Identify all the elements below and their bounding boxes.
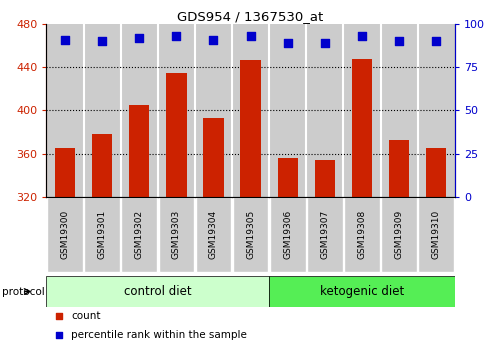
Bar	[417, 24, 454, 197]
Title: GDS954 / 1367530_at: GDS954 / 1367530_at	[177, 10, 323, 23]
FancyBboxPatch shape	[306, 197, 342, 272]
FancyBboxPatch shape	[158, 197, 194, 272]
Point	[172, 33, 180, 39]
FancyBboxPatch shape	[121, 197, 157, 272]
FancyBboxPatch shape	[344, 197, 379, 272]
Text: GSM19306: GSM19306	[283, 210, 292, 259]
Point	[394, 39, 402, 44]
Bar	[268, 24, 305, 197]
FancyBboxPatch shape	[381, 197, 416, 272]
Text: GSM19305: GSM19305	[245, 210, 255, 259]
Bar	[388, 139, 408, 197]
FancyBboxPatch shape	[418, 197, 453, 272]
Bar	[351, 59, 371, 197]
Text: GSM19302: GSM19302	[135, 210, 143, 259]
Point	[320, 40, 328, 46]
Bar	[305, 24, 343, 197]
Bar	[92, 134, 112, 197]
Point	[135, 35, 143, 41]
Text: percentile rank within the sample: percentile rank within the sample	[71, 330, 246, 339]
Text: GSM19304: GSM19304	[208, 210, 218, 259]
Text: protocol: protocol	[2, 287, 45, 296]
Point	[55, 332, 62, 337]
Bar	[277, 158, 297, 197]
Bar	[343, 24, 380, 197]
Point	[209, 37, 217, 42]
Point	[61, 37, 69, 42]
Text: ketogenic diet: ketogenic diet	[319, 285, 403, 298]
Point	[357, 33, 365, 39]
Point	[431, 39, 439, 44]
Text: GSM19308: GSM19308	[357, 210, 366, 259]
Bar	[195, 24, 232, 197]
Bar	[46, 24, 83, 197]
FancyBboxPatch shape	[269, 197, 305, 272]
Bar	[83, 24, 121, 197]
Text: count: count	[71, 311, 100, 321]
Bar	[55, 148, 75, 197]
Text: control diet: control diet	[124, 285, 191, 298]
Text: GSM19310: GSM19310	[431, 210, 440, 259]
Bar	[129, 105, 149, 197]
Bar	[166, 73, 186, 197]
Bar	[121, 24, 158, 197]
FancyBboxPatch shape	[47, 197, 82, 272]
Bar	[268, 276, 454, 307]
FancyBboxPatch shape	[84, 197, 120, 272]
Bar	[203, 118, 223, 197]
Text: GSM19303: GSM19303	[171, 210, 181, 259]
Point	[283, 40, 291, 46]
Point	[98, 39, 106, 44]
Bar	[380, 24, 417, 197]
FancyBboxPatch shape	[232, 197, 268, 272]
Text: GSM19301: GSM19301	[98, 210, 106, 259]
Bar	[46, 276, 268, 307]
Text: GSM19300: GSM19300	[61, 210, 69, 259]
Bar	[314, 160, 334, 197]
FancyBboxPatch shape	[195, 197, 231, 272]
Bar	[158, 24, 195, 197]
Point	[246, 33, 254, 39]
Text: GSM19307: GSM19307	[320, 210, 329, 259]
Bar	[425, 148, 446, 197]
Bar	[240, 60, 260, 197]
Point	[55, 313, 62, 318]
Bar	[232, 24, 268, 197]
Text: GSM19309: GSM19309	[394, 210, 403, 259]
